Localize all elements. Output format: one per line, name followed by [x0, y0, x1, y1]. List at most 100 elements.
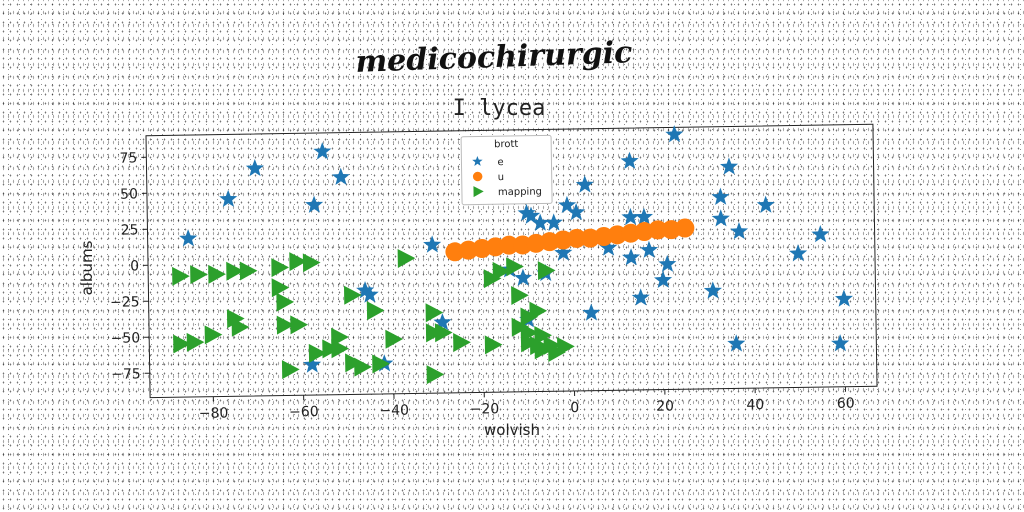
- x-tick-label: −40: [379, 403, 409, 419]
- data-point-mapping: [434, 323, 453, 343]
- legend-title: brott: [494, 139, 518, 150]
- legend-label-mapping: mapping: [498, 186, 542, 198]
- y-tick-label: −75: [111, 366, 141, 382]
- data-point-e: [620, 151, 639, 169]
- y-axis: 75 50 25 0 −25 −50 −75: [110, 150, 150, 383]
- y-tick-label: 75: [119, 150, 137, 166]
- data-point-e: [423, 235, 442, 253]
- data-point-mapping: [331, 339, 349, 359]
- data-point-e: [554, 243, 573, 261]
- data-point-e: [522, 206, 541, 224]
- data-point-e: [631, 288, 650, 306]
- data-point-mapping: [281, 360, 300, 380]
- data-point-e: [831, 334, 850, 352]
- x-tick-label: −20: [470, 401, 500, 417]
- legend-entries: eu mapping: [472, 155, 542, 198]
- data-point-mapping: [484, 335, 503, 355]
- data-point-mapping: [534, 325, 553, 345]
- data-point-e: [582, 303, 601, 321]
- chart-supertitle: medicochirurgic: [355, 35, 633, 80]
- data-point-mapping: [302, 253, 321, 273]
- data-point-e: [531, 213, 550, 231]
- series-mapping: [172, 248, 575, 385]
- data-point-u: [499, 235, 519, 255]
- series-u: [445, 218, 695, 262]
- data-point-e: [622, 248, 641, 266]
- legend-label-u: u: [498, 172, 505, 183]
- data-point-e: [640, 240, 659, 258]
- data-point-e: [219, 189, 238, 208]
- data-point-mapping: [548, 343, 566, 363]
- data-point-e: [653, 270, 673, 288]
- data-point-mapping: [453, 333, 471, 353]
- y-tick-label: −50: [111, 330, 141, 346]
- data-point-mapping: [239, 261, 258, 281]
- data-point-mapping: [271, 258, 290, 278]
- data-point-e: [179, 229, 198, 247]
- data-point-mapping: [276, 315, 295, 335]
- data-point-e: [514, 268, 533, 286]
- data-point-u: [675, 218, 695, 238]
- data-point-mapping: [271, 278, 290, 298]
- plot-frame: [145, 123, 878, 399]
- y-tick-label: −25: [110, 294, 140, 310]
- data-point-mapping: [483, 269, 502, 289]
- y-tick-label: 25: [121, 222, 139, 238]
- chart-title: I lycea: [453, 96, 546, 121]
- plot-area: −80 −60 −40 −20 0 20 40 60 75 50 25 0 −25 −50 −75 bro…: [110, 123, 878, 422]
- x-axis: −80 −60 −40 −20 0 20 40 60: [199, 386, 855, 422]
- legend-marker-e: [472, 155, 483, 166]
- data-point-e: [599, 238, 618, 256]
- legend-marker-mapping: [473, 186, 484, 198]
- data-point-mapping: [385, 329, 404, 349]
- data-point-mapping: [511, 317, 530, 337]
- data-point-mapping: [208, 264, 226, 284]
- data-point-e: [703, 281, 722, 299]
- data-point-mapping: [343, 285, 362, 305]
- data-point-e: [245, 158, 264, 177]
- data-point-mapping: [426, 365, 445, 385]
- data-point-mapping: [372, 354, 390, 374]
- data-point-mapping: [511, 286, 529, 306]
- data-point-mapping: [226, 309, 245, 329]
- data-point-e: [305, 195, 324, 213]
- data-point-e: [544, 213, 563, 231]
- data-point-mapping: [276, 292, 295, 312]
- data-point-mapping: [506, 257, 524, 277]
- x-tick-label: −80: [199, 405, 229, 421]
- data-point-e: [621, 207, 640, 226]
- data-point-e: [558, 195, 577, 214]
- data-point-e: [835, 289, 854, 307]
- data-point-e: [711, 187, 730, 205]
- data-point-mapping: [204, 325, 223, 345]
- data-point-mapping: [231, 317, 250, 337]
- data-point-mapping: [520, 323, 539, 343]
- data-marks: [172, 125, 854, 385]
- data-point-e: [665, 125, 684, 143]
- data-point-e: [360, 285, 379, 303]
- data-point-mapping: [397, 248, 416, 268]
- x-tick-label: 0: [570, 400, 579, 416]
- x-axis-label: wolvish: [484, 421, 540, 439]
- y-axis-label: albums: [78, 240, 96, 295]
- x-tick-label: −60: [289, 404, 319, 420]
- data-point-u: [567, 228, 587, 248]
- data-point-mapping: [354, 357, 372, 377]
- legend-box: [460, 134, 553, 206]
- data-point-mapping: [366, 301, 385, 321]
- data-point-mapping: [308, 343, 327, 363]
- data-point-e: [575, 175, 594, 193]
- data-point-mapping: [172, 266, 190, 286]
- legend-marker-u: [472, 171, 483, 182]
- data-point-e: [789, 244, 808, 262]
- data-point-e: [730, 221, 749, 240]
- data-point-mapping: [226, 261, 244, 281]
- legend-label-e: e: [497, 157, 503, 168]
- data-point-u: [648, 220, 668, 240]
- data-point-e: [658, 254, 677, 273]
- x-tick-label: 20: [656, 398, 674, 414]
- data-point-mapping: [492, 261, 511, 281]
- data-point-mapping: [190, 265, 208, 285]
- data-point-mapping: [537, 261, 556, 281]
